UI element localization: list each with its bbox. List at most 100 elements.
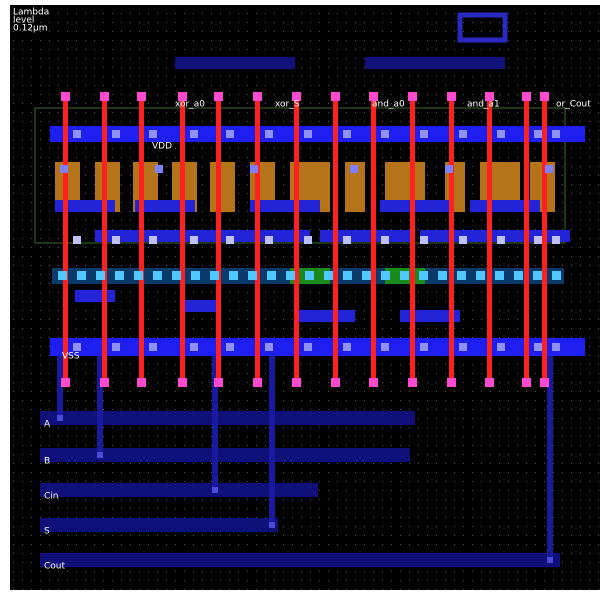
contact — [552, 271, 561, 280]
contact — [514, 271, 523, 280]
contact — [112, 343, 120, 351]
contact — [58, 271, 67, 280]
contact — [214, 92, 223, 101]
contact — [100, 92, 109, 101]
metal1 — [250, 200, 320, 212]
contact — [248, 271, 257, 280]
metal2 — [175, 57, 295, 69]
contact — [540, 378, 549, 387]
metal1 — [75, 290, 115, 302]
contact — [533, 271, 542, 280]
metal1 — [295, 310, 355, 322]
contact — [381, 271, 390, 280]
contact — [534, 236, 542, 244]
poly — [180, 92, 185, 387]
contact — [134, 271, 143, 280]
contact — [343, 236, 351, 244]
metal1 — [470, 200, 540, 212]
poly — [410, 92, 415, 387]
contact — [438, 271, 447, 280]
contact — [522, 378, 531, 387]
contact — [476, 271, 485, 280]
contact — [331, 92, 340, 101]
contact — [137, 378, 146, 387]
metal-wire — [40, 553, 560, 567]
contact — [343, 343, 351, 351]
contact — [304, 236, 312, 244]
contact — [459, 130, 467, 138]
contact — [534, 130, 542, 138]
contact — [286, 271, 295, 280]
poly — [139, 92, 144, 387]
contact — [545, 165, 553, 173]
contact — [229, 271, 238, 280]
contact — [214, 378, 223, 387]
contact — [497, 130, 505, 138]
contact — [420, 343, 428, 351]
contact — [57, 415, 63, 421]
poly — [371, 92, 376, 387]
contact — [73, 130, 81, 138]
contact — [61, 378, 70, 387]
contact — [324, 271, 333, 280]
contact — [112, 130, 120, 138]
contact — [445, 165, 453, 173]
contact — [552, 236, 560, 244]
contact — [381, 343, 389, 351]
contact — [253, 378, 262, 387]
pin-label: B — [44, 457, 50, 467]
contact — [226, 343, 234, 351]
page: Lambda level 0.12µm VDD VSS xor_a0 xor_S… — [0, 0, 606, 592]
poly — [294, 92, 299, 387]
header-line: 0.12µm — [13, 24, 48, 34]
contact — [96, 271, 105, 280]
poly — [542, 92, 547, 387]
rail-label: VSS — [62, 352, 80, 362]
contact — [73, 236, 81, 244]
contact — [190, 130, 198, 138]
metal-wire — [40, 483, 318, 497]
metal-wire — [40, 411, 415, 425]
node-label: and_a1 — [467, 100, 500, 110]
poly — [216, 92, 221, 387]
contact — [540, 92, 549, 101]
contact — [552, 130, 560, 138]
contact — [265, 343, 273, 351]
contact — [149, 130, 157, 138]
metal1 — [180, 300, 220, 312]
contact — [267, 271, 276, 280]
contact — [172, 271, 181, 280]
contact — [552, 343, 560, 351]
contact — [190, 343, 198, 351]
contact — [191, 271, 200, 280]
contact — [61, 92, 70, 101]
contact — [381, 236, 389, 244]
contact — [77, 271, 86, 280]
contact — [547, 557, 553, 563]
contact — [178, 378, 187, 387]
poly — [487, 92, 492, 387]
contact — [400, 271, 409, 280]
contact — [459, 343, 467, 351]
contact — [343, 130, 351, 138]
metal-via-line — [269, 350, 275, 525]
contact — [420, 236, 428, 244]
contact — [457, 271, 466, 280]
contact — [408, 92, 417, 101]
poly — [63, 92, 68, 387]
contact — [381, 130, 389, 138]
contact — [350, 165, 358, 173]
contact — [253, 92, 262, 101]
contact — [60, 165, 68, 173]
contact — [250, 165, 258, 173]
contact — [210, 271, 219, 280]
contact — [212, 487, 218, 493]
contact — [534, 343, 542, 351]
contact — [304, 130, 312, 138]
contact — [495, 271, 504, 280]
poly — [102, 92, 107, 387]
contact — [485, 378, 494, 387]
contact — [447, 92, 456, 101]
contact — [419, 271, 428, 280]
metal2 — [365, 57, 505, 69]
